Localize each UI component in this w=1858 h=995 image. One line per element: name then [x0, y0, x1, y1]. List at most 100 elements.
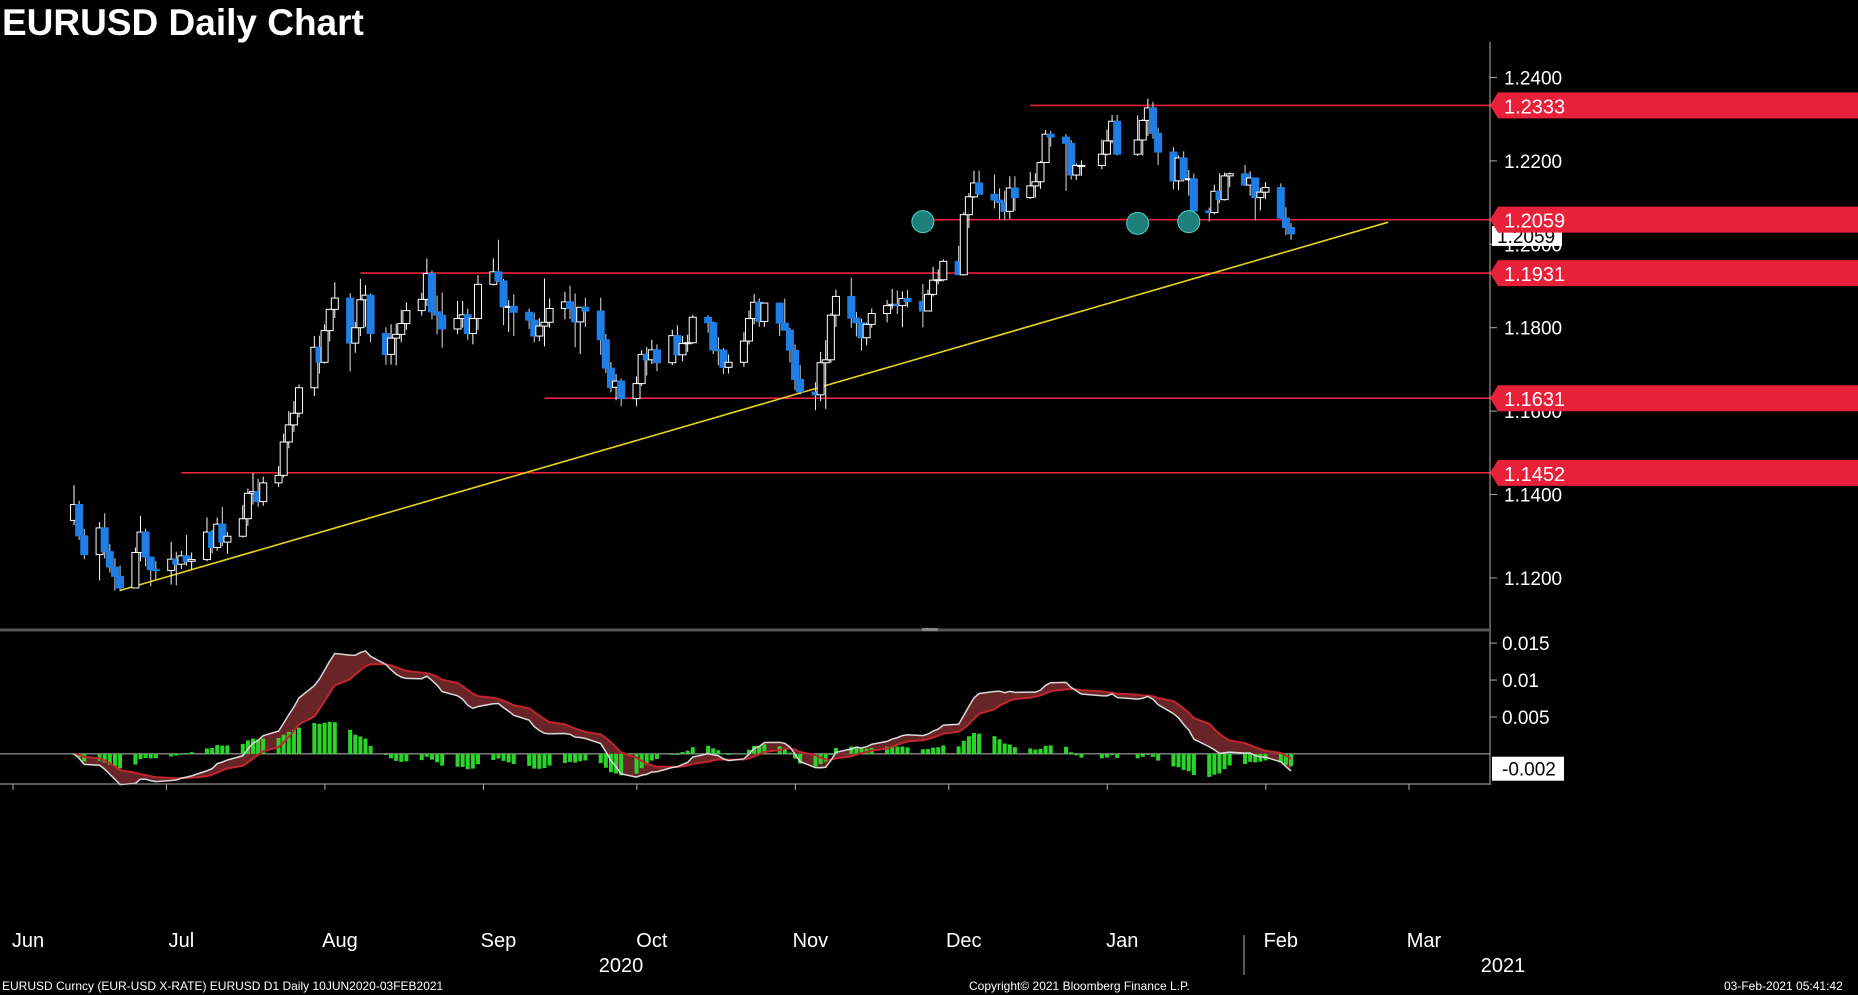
- candle-body: [1062, 136, 1071, 144]
- candle-body: [433, 311, 442, 316]
- macd-histogram-bar: [138, 753, 143, 760]
- price-tick-label: 1.2200: [1504, 152, 1562, 173]
- macd-histogram-bar: [706, 745, 711, 754]
- candle: [719, 348, 728, 374]
- macd-histogram-bar: [793, 753, 798, 759]
- chart-title: EURUSD Daily Chart: [2, 2, 364, 43]
- macd-histogram-bar: [1069, 752, 1074, 754]
- macd-histogram-bar: [1048, 745, 1053, 754]
- macd-histogram-bar: [1099, 753, 1104, 759]
- candle: [780, 298, 789, 331]
- candle: [796, 364, 805, 395]
- macd-histogram-bar: [614, 753, 619, 774]
- candle: [187, 552, 196, 570]
- candle-body: [494, 271, 503, 282]
- candle-body: [847, 295, 856, 319]
- candle: [929, 266, 938, 297]
- macd-histogram-bar: [281, 734, 286, 754]
- candle-body: [1138, 119, 1147, 141]
- candle: [366, 293, 375, 343]
- price-level-label: 1.1631: [1504, 389, 1565, 411]
- candle: [1102, 129, 1111, 156]
- candle-body: [724, 361, 733, 368]
- macd-histogram-bar: [895, 746, 900, 754]
- candle: [934, 269, 943, 285]
- macd-tick-label: 0.015: [1502, 634, 1550, 655]
- candle-body: [775, 302, 784, 324]
- macd-histogram-bar: [1181, 753, 1186, 770]
- macd-histogram-bar: [527, 753, 532, 766]
- candle: [387, 324, 396, 365]
- candle: [1220, 172, 1229, 201]
- macd-histogram-bar: [204, 748, 209, 754]
- macd-histogram-bar: [685, 750, 690, 754]
- candle-body: [637, 353, 646, 385]
- price-level-label: 1.2333: [1504, 96, 1565, 118]
- macd-histogram-bar: [1176, 753, 1181, 768]
- candle: [1138, 119, 1147, 156]
- candle: [1179, 151, 1188, 182]
- macd-histogram-bar: [537, 753, 542, 769]
- macd-histogram-bar: [429, 753, 434, 760]
- macd-histogram-bar: [440, 753, 445, 766]
- candle: [75, 500, 84, 540]
- macd-histogram-bar: [1028, 748, 1033, 754]
- candle-body: [417, 298, 426, 312]
- macd-histogram-bar: [419, 753, 424, 761]
- macd-histogram-bar: [389, 753, 394, 759]
- candle: [709, 321, 718, 354]
- macd-histogram-bar: [1156, 753, 1161, 761]
- macd-histogram-bar: [654, 753, 659, 760]
- candle-body: [709, 322, 718, 351]
- candle: [632, 376, 641, 407]
- candle-body: [540, 321, 549, 327]
- macd-histogram-bar: [1038, 748, 1043, 754]
- macd-histogram-bar: [133, 753, 138, 765]
- candle-body: [959, 214, 968, 276]
- candle-body: [218, 523, 227, 543]
- candle: [1026, 172, 1035, 199]
- candle-body: [821, 359, 830, 364]
- candle-body: [75, 504, 84, 537]
- candle-body: [990, 193, 999, 201]
- macd-histogram-bar: [491, 753, 496, 760]
- macd-histogram-bar: [972, 732, 977, 754]
- month-label: Jul: [169, 930, 195, 952]
- candle: [678, 336, 687, 362]
- macd-histogram-bar: [1007, 744, 1012, 754]
- macd-histogram-bar: [511, 753, 516, 765]
- macd-histogram-bar: [1207, 753, 1212, 777]
- candle: [1077, 160, 1086, 176]
- candle: [284, 411, 293, 449]
- candle: [274, 466, 283, 488]
- candle-body: [566, 301, 575, 310]
- candle: [310, 336, 319, 397]
- footer-timestamp: 03-Feb-2021 05:41:42: [1724, 979, 1843, 993]
- candle: [1261, 182, 1270, 200]
- candle-body: [632, 383, 641, 400]
- macd-histogram-bar: [598, 753, 603, 764]
- candle-body: [1097, 153, 1106, 166]
- macd-histogram-bar: [1145, 753, 1150, 755]
- macd-histogram-bar: [762, 744, 767, 754]
- candle-body: [760, 302, 769, 322]
- macd-histogram-bar: [542, 753, 547, 769]
- candle-body: [279, 441, 288, 476]
- candle: [105, 544, 114, 573]
- candle-body: [1189, 178, 1198, 212]
- macd-histogram-bar: [475, 753, 480, 765]
- macd-histogram-bar: [1278, 753, 1283, 763]
- macd-histogram-bar: [721, 753, 726, 755]
- candle: [959, 212, 968, 276]
- macd-histogram-bar: [496, 753, 501, 759]
- candle: [146, 556, 155, 587]
- price-level-box: [1490, 385, 1858, 412]
- candle-body: [785, 329, 794, 351]
- macd-histogram-bar: [900, 746, 905, 754]
- candle-body: [1005, 187, 1014, 212]
- candle: [576, 306, 585, 354]
- macd-histogram-bar: [358, 736, 363, 754]
- candle: [167, 541, 176, 585]
- axes-layer: 1.24001.22001.20001.18001.16001.14001.12…: [0, 42, 1564, 977]
- macd-histogram-bar: [1064, 746, 1069, 754]
